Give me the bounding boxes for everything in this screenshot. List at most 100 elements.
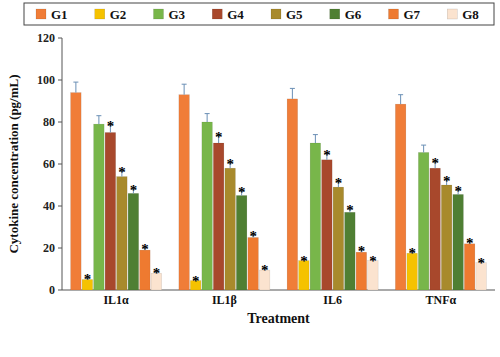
legend-swatch [212, 9, 222, 19]
bar [213, 143, 224, 290]
legend-label: G8 [462, 7, 479, 22]
legend-label: G3 [169, 7, 186, 22]
error-cap [290, 88, 295, 89]
significance: * [118, 164, 126, 180]
bar [441, 185, 452, 290]
error-line [400, 95, 401, 104]
significance: * [466, 235, 474, 251]
legend-swatch [447, 9, 457, 19]
y-tick [58, 80, 62, 81]
x-tick-label: IL1β [212, 293, 237, 307]
legend-label: G1 [51, 7, 68, 22]
error-cap [421, 145, 426, 146]
error-cap [96, 115, 101, 116]
error-cap [182, 84, 187, 85]
bar [418, 152, 429, 290]
error-line [423, 145, 424, 152]
significance: * [153, 265, 161, 281]
bar [225, 168, 236, 290]
bar [333, 187, 344, 290]
y-tick-label: 0 [49, 283, 55, 297]
error-cap [73, 82, 78, 83]
legend-label: G7 [404, 7, 421, 22]
x-tick-label: TNFα [426, 293, 457, 307]
error-bar [205, 114, 210, 122]
y-tick-label: 100 [37, 73, 55, 87]
error-line [184, 84, 185, 95]
error-line [207, 114, 208, 122]
significance: * [335, 175, 343, 191]
bar [71, 93, 82, 290]
y-tick [58, 206, 62, 207]
y-tick [58, 248, 62, 249]
significance: * [431, 155, 439, 171]
legend-swatch [330, 9, 340, 19]
significance: * [454, 183, 462, 199]
y-tick-label: 60 [43, 157, 55, 171]
error-bar [421, 145, 426, 152]
bar [464, 244, 475, 290]
legend-label: G4 [227, 7, 244, 22]
significance: * [261, 262, 269, 278]
x-axis-label: Treatment [247, 311, 310, 326]
significance: * [369, 253, 377, 269]
y-tick [58, 38, 62, 39]
bar [105, 133, 116, 291]
bar [395, 104, 406, 290]
error-cap [313, 134, 318, 135]
significance: * [226, 156, 234, 172]
bar [128, 193, 139, 290]
significance: * [84, 271, 92, 287]
significance: * [443, 173, 451, 189]
error-bar [73, 82, 78, 93]
significance: * [192, 273, 200, 289]
significance: * [215, 129, 223, 145]
annotations: ************************ [84, 118, 485, 288]
error-bar [96, 116, 101, 124]
legend: G1G2G3G4G5G6G7G8 [24, 3, 494, 25]
y-tick-label: 120 [37, 31, 55, 45]
error-bar [313, 135, 318, 143]
error-line [75, 82, 76, 93]
significance: * [477, 255, 485, 271]
significance: * [141, 241, 149, 257]
bar [453, 194, 464, 290]
bar [94, 124, 105, 290]
error-line [98, 116, 99, 124]
error-cap [205, 113, 210, 114]
bar [117, 177, 128, 290]
legend-box [24, 3, 494, 25]
bar [236, 196, 247, 291]
legend-swatch [95, 9, 105, 19]
error-bar [182, 84, 187, 95]
y-tick-label: 40 [43, 199, 55, 213]
significance: * [107, 118, 115, 134]
significance: * [249, 228, 257, 244]
legend-label: G2 [110, 7, 127, 22]
y-tick [58, 290, 62, 291]
bar [179, 95, 190, 290]
significance: * [323, 147, 331, 163]
bar [322, 160, 333, 290]
legend-label: G5 [286, 7, 303, 22]
y-tick [58, 164, 62, 165]
significance: * [300, 253, 308, 269]
significance: * [238, 184, 246, 200]
chart: 020406080100120Cytokine concentration (p… [0, 0, 500, 357]
significance: * [358, 243, 366, 259]
error-line [315, 135, 316, 143]
error-cap [398, 94, 403, 95]
error-bar [290, 88, 295, 99]
x-tick-label: IL6 [323, 293, 342, 307]
y-tick-label: 80 [43, 115, 55, 129]
x-tick-label: IL1α [103, 293, 129, 307]
bar [430, 168, 441, 290]
significance: * [130, 182, 138, 198]
y-axis-label: Cytokine concentration (pg/mL) [6, 74, 21, 253]
significance: * [408, 245, 416, 261]
legend-swatch [36, 9, 46, 19]
bar [248, 238, 259, 291]
legend-swatch [389, 9, 399, 19]
bar [202, 122, 213, 290]
plot-area [71, 82, 487, 290]
